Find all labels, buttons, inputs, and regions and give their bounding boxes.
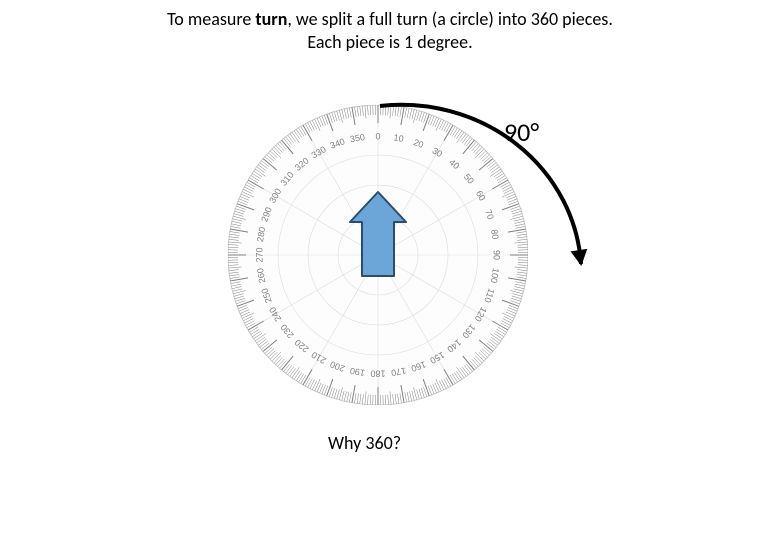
blue-arrow-icon <box>0 0 780 540</box>
bottom-label: Why 360? <box>328 432 401 454</box>
angle-label: 90° <box>504 116 539 148</box>
